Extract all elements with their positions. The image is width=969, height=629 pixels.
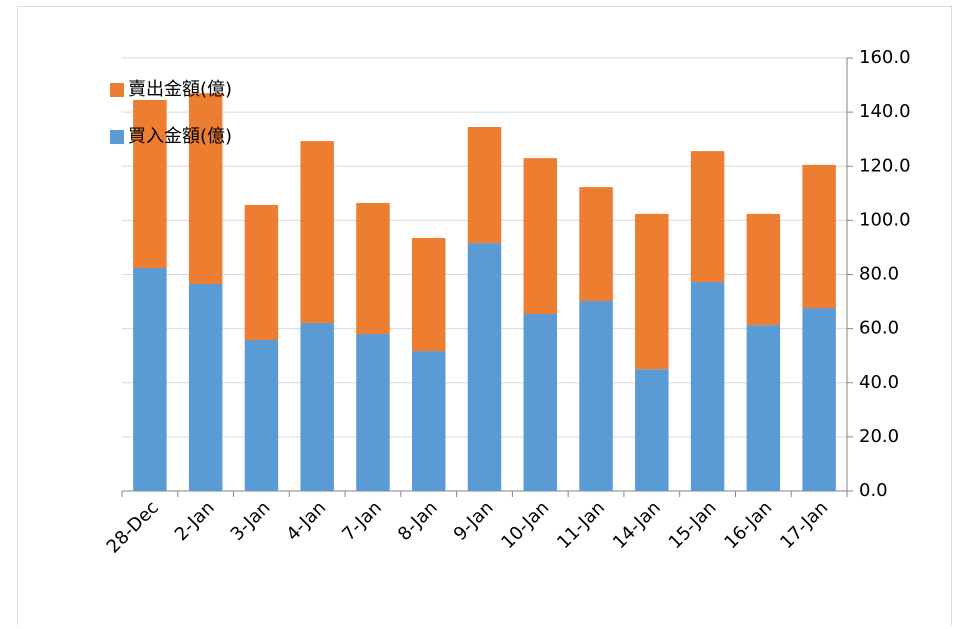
bar-segment <box>746 213 781 326</box>
y-tick-label: 160.0 <box>859 47 911 68</box>
bar-segment <box>133 99 167 269</box>
bar-segment <box>579 301 613 491</box>
bar-segment <box>802 308 836 491</box>
legend-swatch <box>110 130 124 144</box>
bar-segment <box>188 283 223 491</box>
bar-segment <box>412 351 446 491</box>
y-tick-label: 20.0 <box>859 426 899 447</box>
bar-segment <box>244 204 279 340</box>
bar-segment <box>300 322 334 491</box>
bar-segment <box>523 314 557 491</box>
bar-segment <box>188 93 223 284</box>
bar-segment <box>690 151 725 283</box>
bar-segment <box>635 369 669 491</box>
bar-segment <box>802 164 836 309</box>
legend-label: 賣出金額(億) <box>128 79 232 100</box>
bar-segment <box>300 141 334 323</box>
bar-segment <box>133 268 167 491</box>
legend-label: 買入金額(億) <box>128 126 232 147</box>
bar-segment <box>244 339 279 491</box>
bar-segment <box>690 282 725 491</box>
y-tick-label: 0.0 <box>859 480 888 501</box>
y-tick-label: 40.0 <box>859 372 899 393</box>
bar-segment <box>356 203 390 335</box>
bar-segment <box>467 127 502 244</box>
bar-segment <box>356 334 390 491</box>
bar-segment <box>635 213 669 370</box>
y-tick-label: 80.0 <box>859 264 899 285</box>
bar-segment <box>523 158 557 315</box>
y-tick-label: 120.0 <box>859 155 911 176</box>
bar-segment <box>579 187 613 302</box>
y-tick-label: 60.0 <box>859 318 899 339</box>
bar-segment <box>746 325 781 491</box>
y-tick-label: 140.0 <box>859 101 911 122</box>
bar-segment <box>412 237 446 352</box>
bar-segment <box>467 243 502 491</box>
y-tick-label: 100.0 <box>859 209 911 230</box>
legend-swatch <box>110 83 124 97</box>
